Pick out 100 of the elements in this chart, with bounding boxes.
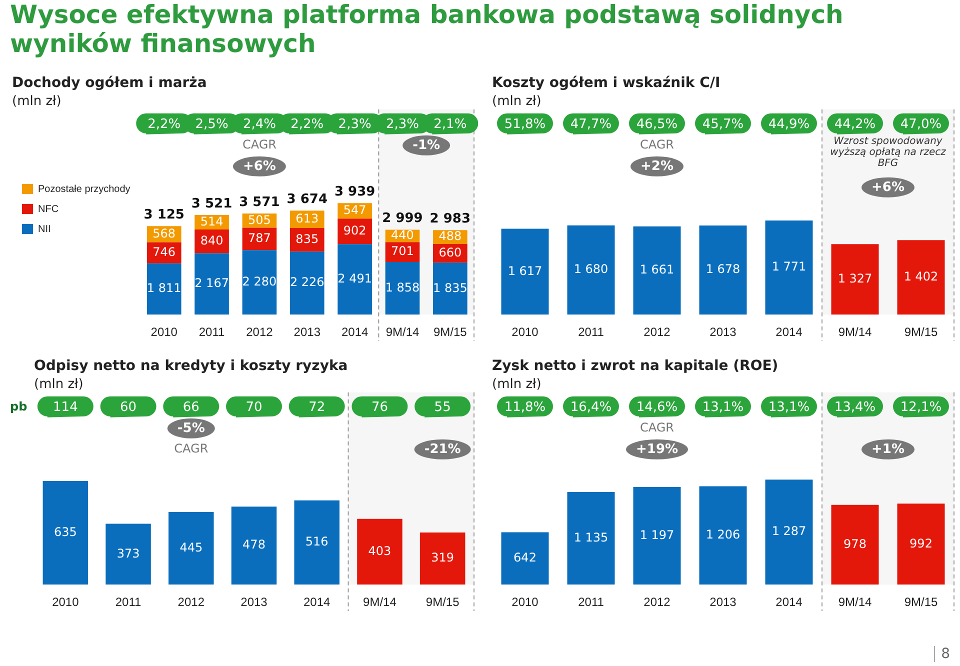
x-tick-label: 2012 [644,325,671,340]
x-tick-label: 2013 [240,595,268,610]
text: 8 [934,646,950,662]
text: 2,2% [148,116,181,132]
bar [699,486,747,585]
data-label: 1 197 [640,528,674,542]
bar [501,228,549,315]
x-tick-label: 2013 [294,325,321,340]
text: +2% [640,158,674,174]
text: CAGR [242,138,276,152]
text: 13,1% [702,400,744,415]
x-tick-label: 2010 [512,595,539,610]
bar [567,225,615,315]
text: 12,1% [900,400,942,415]
data-label: 642 [514,550,536,565]
bar [765,220,813,315]
data-label: 1 617 [508,264,542,278]
data-label: 1 678 [706,262,740,276]
data-label: 2 280 [242,274,277,288]
data-label: 488 [438,229,462,244]
bar [633,226,681,315]
legend-label: Pozostałe przychody [38,184,130,195]
text: 47,7% [570,116,612,132]
bar [357,518,402,585]
text: 2,3% [386,116,419,132]
x-tick-label: 2014 [776,325,803,340]
y-axis-title: (mln zł) [492,376,542,392]
x-tick-label: 2010 [150,325,178,340]
bar [168,512,214,585]
text: +6% [242,158,276,174]
data-label: 403 [368,544,392,558]
data-label: 1 287 [772,524,806,538]
data-label: 568 [152,226,176,240]
text: 16,4% [570,400,612,415]
x-tick-label: 2010 [512,325,539,340]
legend-label: NII [38,224,51,235]
data-label: 1 327 [838,271,872,286]
x-tick-label: 9M/14 [838,595,872,610]
text: -21% [424,442,461,457]
data-label: 787 [248,231,271,246]
total-label: 3 571 [239,194,280,210]
data-label: 516 [305,534,328,549]
text: 44,2% [834,116,876,132]
data-label: 373 [116,546,140,560]
text: 14,6% [636,400,678,415]
data-label: 2 226 [290,275,324,290]
data-label: 319 [431,550,454,565]
bar [831,504,879,585]
bar [633,486,681,585]
x-tick-label: 2014 [304,595,331,610]
bar [433,262,468,315]
bar [420,532,466,585]
x-tick-label: 9M/14 [363,595,397,610]
text: CAGR [640,420,674,435]
total-label: 3 125 [144,208,184,223]
data-label: 445 [180,540,203,554]
total-label: 2 999 [382,211,423,226]
text: CAGR [640,138,674,152]
text: +1% [872,442,904,457]
x-tick-label: 2011 [578,595,604,610]
x-tick-label: 2013 [710,325,737,340]
x-tick-label: 2011 [198,325,226,340]
total-label: 3 521 [191,196,232,212]
x-tick-label: 2012 [178,595,205,610]
bar [501,532,549,585]
data-label: 746 [152,244,176,259]
text: 2,3% [338,116,372,132]
text: pb [10,400,28,414]
text: +6% [872,180,904,195]
text: 60 [120,400,137,415]
data-label: 478 [242,538,266,552]
text: 2,2% [290,116,324,132]
data-label: 1 680 [574,262,608,276]
data-label: 902 [343,223,366,238]
bar [290,252,324,315]
chart-title: Odpisy netto na kredyty i koszty ryzyka [34,358,348,374]
x-tick-label: 2014 [776,595,803,610]
y-axis-title: (mln zł) [492,94,542,109]
text: 114 [53,400,78,415]
x-tick-label: 2014 [341,325,368,340]
text: 44,9% [768,116,810,132]
text: 13,1% [768,400,810,415]
x-tick-label: 9M/14 [386,325,420,340]
text: 47,0% [900,116,942,132]
text: 11,8% [504,400,546,415]
bar [567,492,615,585]
text: CAGR [174,442,208,456]
legend-label: NFC [38,204,59,215]
text: 66 [182,400,200,415]
data-label: 440 [391,228,414,242]
data-label: 978 [844,536,866,551]
bar [385,262,420,315]
bar [338,244,372,315]
text: 2,1% [434,116,467,132]
x-tick-label: 9M/15 [433,325,468,340]
text: 72 [308,400,326,415]
data-label: 514 [200,214,224,228]
bar [146,242,182,264]
data-label: 635 [54,524,77,539]
bar [765,480,813,585]
